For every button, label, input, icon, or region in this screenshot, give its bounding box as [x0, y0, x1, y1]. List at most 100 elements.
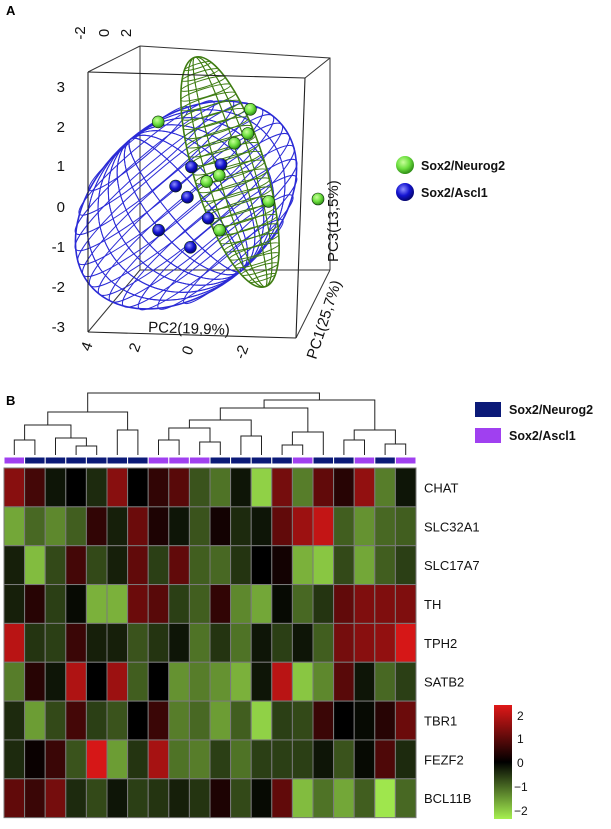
dendrogram-link	[240, 435, 262, 455]
dendrogram-link	[116, 429, 139, 455]
heatmap-cell	[209, 545, 232, 586]
gene-label: CHAT	[424, 480, 458, 495]
pca-legend: Sox2/Neurog2 Sox2/Ascl1	[396, 156, 505, 201]
heatmap-cell	[394, 622, 417, 663]
panel-b-label: B	[6, 393, 15, 408]
sox2-ascl1-point	[152, 223, 165, 237]
heatmap-cell	[65, 622, 87, 663]
heatmap-cell	[353, 584, 376, 624]
heatmap-cell	[44, 700, 67, 741]
heatmap-cell	[374, 700, 396, 741]
gene-label: SLC32A1	[424, 519, 480, 534]
heatmap-cell	[333, 545, 355, 586]
dendrogram-link	[353, 429, 396, 444]
heatmap-cell	[312, 467, 335, 508]
dendrogram-link	[281, 444, 304, 455]
heatmap-cell	[147, 622, 170, 663]
heatmap-cell	[250, 622, 273, 663]
gene-labels: CHAT SLC32A1 SLC17A7 TH TPH2 SATB2 TBR1 FEZF2 BC…	[424, 480, 480, 806]
group-swatch	[374, 456, 396, 465]
heatmap-cell	[209, 739, 232, 780]
heatmap-cell	[3, 700, 26, 741]
heatmap-cell	[230, 739, 252, 780]
heatmap-cell	[127, 739, 149, 780]
heatmap-cell	[271, 661, 293, 702]
group-swatch	[291, 456, 314, 465]
group-swatch	[394, 456, 417, 465]
heatmap-cell	[374, 778, 396, 819]
heatmap-cell	[291, 506, 314, 547]
heatmap-cell	[230, 622, 252, 663]
heatmap-cell	[147, 467, 170, 508]
heatmap-cell	[230, 506, 252, 547]
group-swatch	[44, 456, 67, 465]
heatmap-cell	[188, 467, 211, 508]
heatmap-cell	[374, 545, 396, 586]
dendrogram-link	[47, 411, 129, 430]
panel-a-label: A	[6, 3, 16, 18]
legend-neurog2-label: Sox2/Neurog2	[421, 159, 505, 173]
colorbar-tick: 0	[517, 756, 524, 770]
legend-ascl1-marker	[396, 183, 414, 201]
heatmap-cell	[271, 700, 293, 741]
colorbar-tick: 2	[517, 709, 524, 723]
heatmap-cell	[168, 584, 190, 624]
heatmap-cell	[85, 778, 108, 819]
pc-top-tick: 2	[118, 29, 135, 37]
heatmap-cell	[147, 545, 170, 586]
colorbar-tick: −1	[514, 780, 528, 794]
heatmap-cell	[271, 506, 293, 547]
sox2-ascl1-point	[214, 158, 228, 171]
group-swatch	[3, 456, 26, 465]
heatmap-cell	[271, 778, 293, 819]
heatmap-cell	[353, 506, 376, 547]
heatmap-cell	[44, 622, 67, 663]
heatmap-cell	[3, 622, 26, 663]
heatmap-cell	[106, 545, 129, 586]
pc-top-tick: 0	[96, 29, 113, 37]
heatmap-cell	[106, 467, 129, 508]
heatmap: CHAT SLC32A1 SLC17A7 TH TPH2 SATB2 TBR1 FEZF2 BC…	[3, 392, 480, 819]
heatmap-cell	[127, 506, 149, 547]
heatmap-cell	[250, 661, 273, 702]
heatmap-cell	[188, 661, 211, 702]
heatmap-cell	[188, 778, 211, 819]
pc3-tick: 0	[57, 199, 65, 216]
colorbar-tick: −2	[514, 804, 528, 818]
group-swatch	[333, 456, 355, 465]
legend-ascl1-label: Sox2/Ascl1	[509, 429, 576, 443]
heatmap-cell	[24, 545, 46, 586]
heatmap-cell	[24, 584, 46, 624]
colorbar-tick: 1	[517, 732, 524, 746]
heatmap-cell	[333, 506, 355, 547]
heatmap-cell	[188, 506, 211, 547]
heatmap-cell	[291, 739, 314, 780]
legend-ascl1-swatch	[475, 428, 501, 443]
pc3-tick: -2	[52, 279, 65, 296]
heatmap-cell	[374, 506, 396, 547]
heatmap-cell	[271, 584, 293, 624]
heatmap-cell	[3, 778, 26, 819]
colorbar: 2 1 0 −1 −2	[494, 705, 528, 819]
heatmap-cell	[353, 778, 376, 819]
heatmap-cell	[312, 584, 335, 624]
dendrogram-link	[75, 445, 98, 455]
dendrogram-link	[343, 439, 365, 455]
sox2-ascl1-point	[185, 160, 198, 174]
heatmap-cell	[24, 467, 46, 508]
heatmap-cell	[127, 661, 149, 702]
heatmap-cell	[394, 739, 417, 780]
heatmap-cell	[85, 700, 108, 741]
heatmap-cell	[230, 700, 252, 741]
pca-bottom-ticks: 4 2 0 -2	[78, 340, 253, 362]
heatmap-cell	[271, 739, 293, 780]
dendrogram-link	[263, 399, 376, 430]
column-dendrogram	[13, 392, 407, 455]
heatmap-cell	[44, 467, 67, 508]
sox2-neurog2-point	[311, 192, 325, 206]
heatmap-cell	[230, 584, 252, 624]
group-swatch	[312, 456, 335, 465]
heatmap-cell	[209, 506, 232, 547]
heatmap-cell	[374, 467, 396, 508]
dendrogram-link	[158, 439, 180, 455]
